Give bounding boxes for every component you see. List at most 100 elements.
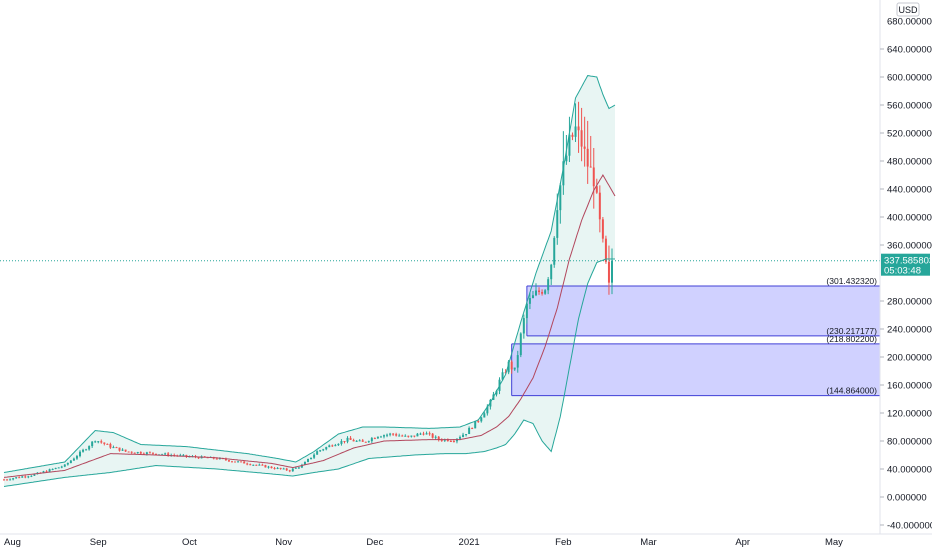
candle-body: [231, 461, 233, 463]
candle-body: [21, 476, 24, 478]
candle-body: [519, 333, 522, 356]
y-tick-label: 160.000000: [887, 381, 932, 392]
candle-body: [601, 219, 604, 239]
x-tick-label: Feb: [555, 537, 571, 548]
candle-body: [103, 442, 106, 444]
candle-body: [246, 463, 249, 465]
y-tick-label: 480.000000: [887, 157, 932, 168]
candle-body: [340, 440, 343, 444]
candle-body: [66, 463, 69, 465]
candle-body: [574, 126, 577, 137]
x-tick-label: Mar: [640, 537, 656, 548]
zone-2-box[interactable]: [511, 343, 880, 396]
candle-body: [547, 279, 550, 291]
candle-body: [249, 464, 252, 466]
candle-body: [355, 440, 358, 442]
time-axis[interactable]: Aug Sep Oct Nov Dec 2021 Feb Mar Apr May: [0, 533, 932, 548]
candle-body: [51, 468, 54, 470]
zone-1-top-label: (301.432320): [826, 276, 877, 286]
candle-body: [291, 468, 294, 472]
candle-body: [486, 406, 489, 414]
candle-body: [24, 476, 27, 478]
candle-body: [243, 461, 246, 464]
x-tick-label: Sep: [90, 537, 107, 548]
candle-body: [544, 290, 547, 294]
candle-body: [583, 146, 586, 149]
candle-body: [468, 427, 471, 435]
candle-body: [401, 435, 404, 437]
price-axis[interactable]: 640.000000 600.000000 560.000000 520.000000…: [879, 0, 932, 534]
candle-body: [294, 467, 297, 469]
upper-band-line: [3, 75, 616, 473]
zone-2-bottom-label: (144.864000): [826, 386, 877, 396]
candle-body: [261, 464, 264, 466]
y-tick-label: 240.000000: [887, 325, 932, 336]
candle-body: [118, 447, 121, 451]
y-tick-label-partial: 680.000000: [887, 17, 932, 28]
candle-body: [185, 454, 188, 457]
candle-body: [224, 458, 227, 461]
candle-body: [63, 464, 66, 467]
candle-body: [112, 447, 115, 449]
candle-body: [565, 155, 568, 162]
candle-body: [392, 433, 395, 435]
indicator-lines: [3, 75, 616, 487]
candle-body: [6, 479, 9, 481]
candle-body: [449, 441, 452, 443]
candle-body: [136, 452, 139, 454]
candle-body: [483, 413, 486, 418]
candle-body: [398, 435, 401, 437]
candle-body: [33, 474, 36, 476]
candle-body: [604, 238, 607, 262]
candle-body: [322, 449, 325, 451]
candle-body: [331, 445, 334, 447]
candle-body: [477, 420, 480, 422]
candle-body: [303, 461, 306, 465]
candle-body: [79, 451, 81, 457]
candle-body: [313, 454, 316, 458]
candle-body: [258, 464, 261, 466]
candle-body: [535, 290, 537, 296]
zone-1-box[interactable]: [526, 285, 880, 336]
candle-body: [252, 464, 255, 466]
x-tick-label: Aug: [4, 537, 21, 548]
currency-label: USD: [898, 5, 918, 15]
current-price-label: 337.585803: [884, 256, 932, 267]
demand-zones[interactable]: (301.432320) (230.217177)(218.802200) (144…: [511, 276, 880, 397]
candle-body: [413, 435, 416, 437]
x-tick-label: Dec: [366, 537, 383, 548]
candle-body: [9, 479, 12, 481]
candle-body: [373, 438, 376, 440]
candle-body: [300, 464, 303, 468]
candle-body: [215, 458, 218, 460]
candle-body: [15, 477, 18, 479]
candle-body: [27, 476, 30, 478]
zone-1-bottom-label: (230.217177): [826, 326, 877, 336]
currency-button[interactable]: USD: [896, 2, 920, 17]
candle-body: [267, 466, 270, 468]
candle-body: [310, 457, 313, 460]
candle-body: [562, 161, 565, 186]
candle-body: [30, 475, 33, 477]
candle-body: [85, 449, 88, 451]
candle-body: [288, 470, 291, 472]
candle-body: [334, 445, 337, 447]
candle-body: [349, 437, 352, 440]
candle-body: [276, 467, 279, 469]
candle-body: [234, 461, 237, 463]
candle-body: [279, 467, 282, 469]
x-tick-label: Apr: [735, 537, 750, 548]
candle-body: [553, 237, 556, 265]
candle-body: [474, 420, 477, 429]
candle-body: [227, 460, 230, 462]
candle-body: [586, 148, 589, 167]
candle-body: [559, 185, 562, 211]
candle-body: [428, 433, 431, 435]
y-tick-label: 560.000000: [887, 101, 932, 112]
candle-body: [462, 434, 465, 438]
candle-body: [577, 126, 580, 131]
y-tick-label: 200.000000: [887, 353, 932, 364]
candle-body: [297, 467, 300, 469]
candle-body: [367, 441, 370, 443]
